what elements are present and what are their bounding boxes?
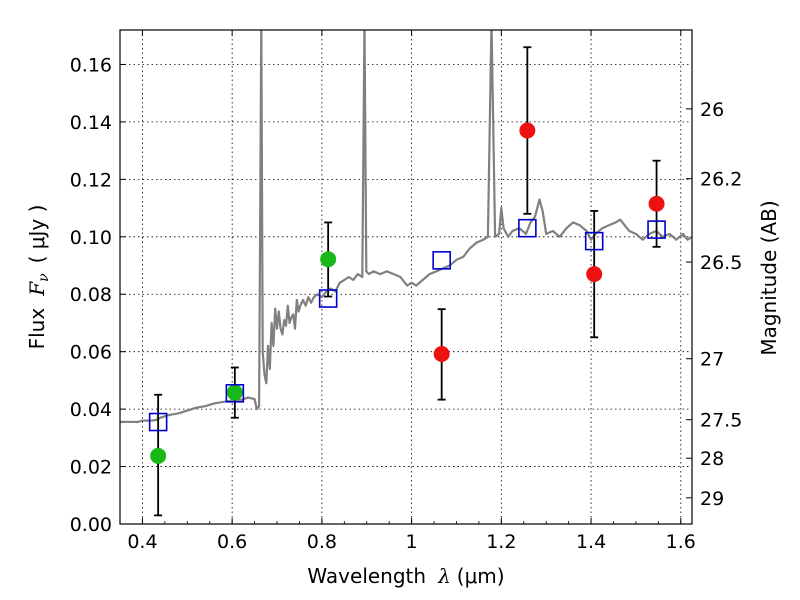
right-tick-label: 26.2: [700, 169, 742, 191]
model-square-marker: [518, 218, 537, 238]
x-axis-title-symbol: λ: [437, 564, 451, 588]
model-square-marker: [584, 231, 604, 251]
x-tick-label: 0.6: [217, 531, 247, 553]
x-tick-label: 0.8: [307, 531, 337, 553]
x-tick-label: 1.4: [576, 531, 606, 553]
y-axis-title-subscript: ν: [36, 273, 52, 282]
y-axis-title: Flux Fν ( μJy ): [25, 205, 52, 350]
right-tick-label: 27: [700, 349, 724, 371]
marker-layer: [148, 46, 666, 517]
x-tick-label: 0.4: [127, 531, 157, 553]
green-photometry-point: [150, 447, 167, 464]
right-tick-label: 26: [700, 99, 724, 121]
y-tick-label: 0.12: [70, 169, 112, 191]
y-tick-label: 0.08: [70, 284, 112, 306]
y-axis-title-symbol: F: [25, 281, 49, 297]
y-tick-label: 0.06: [70, 342, 112, 364]
right-tick-label: 26.5: [700, 252, 742, 274]
y-axis-title-text: Flux: [25, 308, 49, 350]
plot-frame: [119, 29, 693, 525]
model-square-marker: [318, 289, 338, 308]
green-photometry-point: [226, 384, 243, 401]
x-axis-title-unit: (μm): [457, 564, 505, 588]
red-photometry-point: [648, 195, 665, 212]
green-photometry-point: [320, 251, 337, 268]
x-tick-label: 1.6: [666, 531, 696, 553]
y-tick-label: 0.10: [70, 227, 112, 249]
right-tick-label: 27.5: [700, 410, 742, 432]
model-square-marker: [432, 251, 451, 270]
model-square-marker: [647, 220, 666, 239]
y-tick-label: 0.02: [70, 457, 112, 479]
right-tick-label: 29: [700, 488, 724, 510]
y-tick-label: 0.00: [70, 514, 112, 536]
y-tick-label: 0.14: [70, 112, 112, 134]
y-tick-label: 0.04: [70, 399, 112, 421]
spectrum-line: [120, 30, 692, 424]
right-axis-title: Magnitude (AB): [757, 200, 781, 355]
x-tick-label: 1: [406, 531, 418, 553]
red-photometry-point: [586, 266, 603, 283]
red-photometry-point: [433, 345, 450, 362]
red-photometry-point: [519, 122, 536, 139]
y-axis-title-unit: ( μJy ): [25, 205, 49, 264]
x-tick-label: 1.2: [486, 531, 516, 553]
y-tick-label: 0.16: [70, 54, 112, 76]
x-axis-title: Wavelength λ (μm): [307, 564, 504, 588]
grid-layer: [120, 30, 692, 525]
model-square-marker: [148, 412, 168, 432]
right-tick-label: 28: [700, 448, 724, 470]
x-axis-title-text: Wavelength: [307, 564, 426, 588]
axis-layer: 0.4 0.6 0.8 1 1.2 1.4 1.6 0.00 0.02 0.04 0.06 0.08 0…: [70, 30, 742, 553]
model-square-marker: [225, 384, 245, 403]
data-layer: [120, 30, 692, 424]
